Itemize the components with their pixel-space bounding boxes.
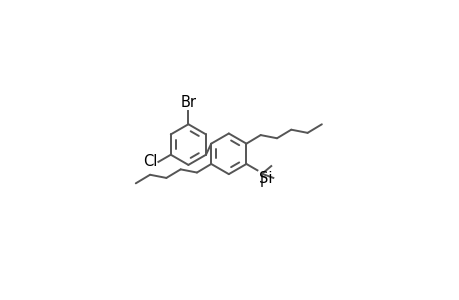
Text: Cl: Cl [143,154,157,169]
Text: Br: Br [180,95,196,110]
Text: Si: Si [258,171,272,186]
